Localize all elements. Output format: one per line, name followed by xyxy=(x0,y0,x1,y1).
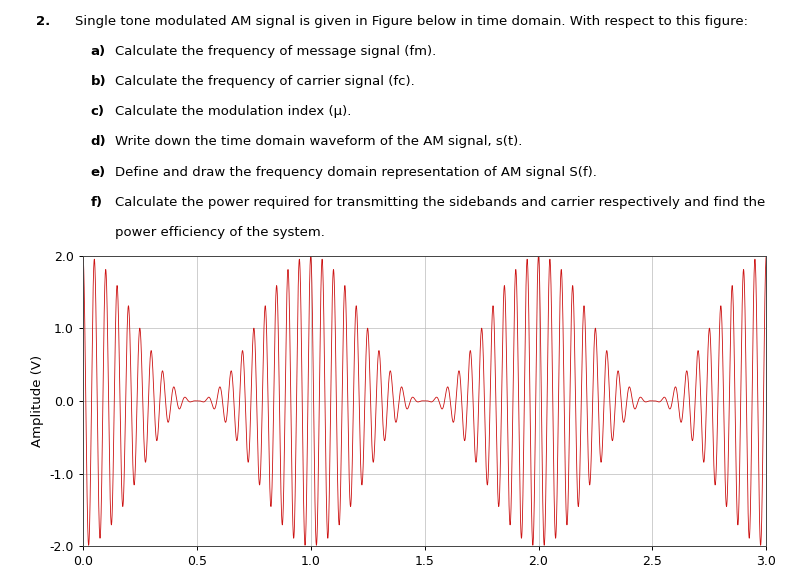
Text: Single tone modulated AM signal is given in Figure below in time domain. With re: Single tone modulated AM signal is given… xyxy=(75,15,748,27)
Text: Calculate the frequency of carrier signal (fc).: Calculate the frequency of carrier signa… xyxy=(115,75,414,88)
Text: d): d) xyxy=(91,135,107,148)
Text: b): b) xyxy=(91,75,107,88)
Text: Define and draw the frequency domain representation of AM signal S(f).: Define and draw the frequency domain rep… xyxy=(115,166,596,178)
Text: 2.: 2. xyxy=(36,15,50,27)
Y-axis label: Amplitude (V): Amplitude (V) xyxy=(31,355,44,447)
Text: Calculate the frequency of message signal (fm).: Calculate the frequency of message signa… xyxy=(115,45,436,58)
Text: Calculate the modulation index (μ).: Calculate the modulation index (μ). xyxy=(115,105,351,118)
Text: c): c) xyxy=(91,105,105,118)
Text: e): e) xyxy=(91,166,106,178)
Text: f): f) xyxy=(91,196,103,209)
Text: a): a) xyxy=(91,45,106,58)
Text: Write down the time domain waveform of the AM signal, s(t).: Write down the time domain waveform of t… xyxy=(115,135,522,148)
Text: Calculate the power required for transmitting the sidebands and carrier respecti: Calculate the power required for transmi… xyxy=(115,196,765,209)
Text: power efficiency of the system.: power efficiency of the system. xyxy=(115,226,325,239)
